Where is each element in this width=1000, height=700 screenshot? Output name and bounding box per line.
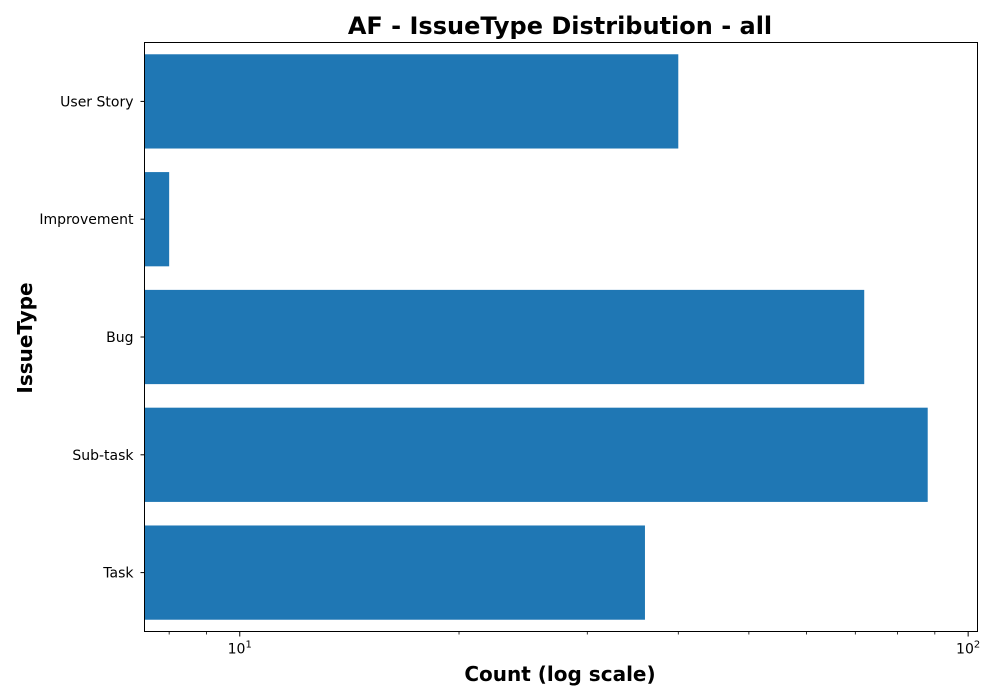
y-ticks-group: Task Sub-task Bug Improvement User Story xyxy=(39,94,145,582)
y-axis-label: IssueType xyxy=(13,282,37,393)
x-tick-label: 101 xyxy=(228,640,252,658)
y-tick-label-sub-task: Sub-task xyxy=(72,448,134,464)
y-tick-label-user-story: User Story xyxy=(60,94,133,110)
bar-bug xyxy=(144,289,865,385)
bar-improvement xyxy=(144,172,170,267)
x-tick-label: 102 xyxy=(956,640,980,658)
x-axis-label: Count (log scale) xyxy=(464,662,655,686)
y-tick-label-task: Task xyxy=(102,566,134,582)
x-ticks-group: 101 102 xyxy=(168,631,980,658)
y-tick-label-improvement: Improvement xyxy=(39,212,134,228)
y-tick-label-bug: Bug xyxy=(106,330,133,346)
plot-area-frame xyxy=(144,42,978,632)
bars-group xyxy=(144,54,928,620)
bar-task xyxy=(144,525,645,620)
bar-user-story xyxy=(144,54,679,149)
chart-title: AF - IssueType Distribution - all xyxy=(348,12,772,40)
bar-sub-task xyxy=(144,407,928,502)
